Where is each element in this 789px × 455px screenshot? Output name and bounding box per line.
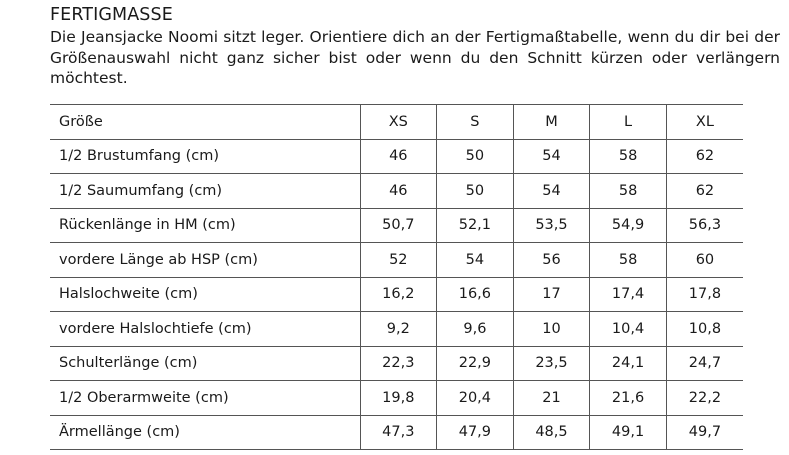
table-cell: 49,7 — [665, 415, 743, 450]
table-cell: 24,7 — [665, 346, 743, 381]
table-cell: 21 — [512, 380, 590, 416]
table-cell: 16,6 — [436, 277, 514, 312]
row-label: Halslochweite (cm) — [50, 277, 360, 312]
table-cell: 50,7 — [359, 208, 437, 243]
table-row: vordere Halslochtiefe (cm) 9,2 9,6 10 10,4 10… — [50, 311, 743, 347]
table-body: 1/2 Brustumfang (cm) 46 50 54 58 62 1/2 Saumum… — [50, 139, 743, 450]
table-row: 1/2 Oberarmweite (cm) 19,8 20,4 21 21,6 22,2 — [50, 380, 743, 416]
row-label: 1/2 Saumumfang (cm) — [50, 173, 360, 209]
size-header-m: M — [512, 104, 590, 140]
table-cell: 22,9 — [436, 346, 514, 381]
size-table: Größe XS S M L XL 1/2 Brustumfang (cm) 46… — [50, 104, 743, 450]
table-row: Rückenlänge in HM (cm) 50,7 52,1 53,5 54,9 56… — [50, 208, 743, 243]
table-cell: 17,4 — [589, 277, 667, 312]
table-cell: 52,1 — [436, 208, 514, 243]
table-cell: 62 — [665, 139, 743, 174]
table-cell: 9,2 — [359, 311, 437, 347]
table-row: Halslochweite (cm) 16,2 16,6 17 17,4 17,8 — [50, 277, 743, 312]
intro-text: Die Jeansjacke Noomi sitzt leger. Orient… — [50, 28, 780, 87]
table-cell: 20,4 — [436, 380, 514, 416]
table-cell: 56,3 — [665, 208, 743, 243]
table-cell: 58 — [589, 139, 667, 174]
size-header-xl: XL — [665, 104, 743, 140]
table-row: 1/2 Brustumfang (cm) 46 50 54 58 62 — [50, 139, 743, 174]
row-label: vordere Länge ab HSP (cm) — [50, 242, 360, 278]
table-cell: 50 — [436, 173, 514, 209]
table-cell: 23,5 — [512, 346, 590, 381]
table-cell: 48,5 — [512, 415, 590, 450]
table-row: vordere Länge ab HSP (cm) 52 54 56 58 60 — [50, 242, 743, 278]
table-cell: 60 — [665, 242, 743, 278]
table-cell: 54 — [512, 139, 590, 174]
row-label: Ärmellänge (cm) — [50, 415, 360, 450]
table-cell: 47,3 — [359, 415, 437, 450]
table-cell: 50 — [436, 139, 514, 174]
row-label: Rückenlänge in HM (cm) — [50, 208, 360, 243]
size-header-label: Größe — [50, 104, 360, 140]
table-cell: 10,4 — [589, 311, 667, 347]
table-cell: 22,3 — [359, 346, 437, 381]
table-cell: 54 — [436, 242, 514, 278]
table-row: Schulterlänge (cm) 22,3 22,9 23,5 24,1 24,7 — [50, 346, 743, 381]
table-cell: 58 — [589, 242, 667, 278]
row-label: vordere Halslochtiefe (cm) — [50, 311, 360, 347]
table-cell: 10,8 — [665, 311, 743, 347]
table-cell: 62 — [665, 173, 743, 209]
section-title: FERTIGMASSE — [50, 5, 173, 25]
table-cell: 17,8 — [665, 277, 743, 312]
table-cell: 16,2 — [359, 277, 437, 312]
size-header-l: L — [589, 104, 667, 140]
table-cell: 47,9 — [436, 415, 514, 450]
table-row: Ärmellänge (cm) 47,3 47,9 48,5 49,1 49,7 — [50, 415, 743, 450]
row-label: 1/2 Brustumfang (cm) — [50, 139, 360, 174]
row-label: Schulterlänge (cm) — [50, 346, 360, 381]
table-header-row: Größe XS S M L XL — [50, 104, 743, 140]
table-cell: 56 — [512, 242, 590, 278]
row-label: 1/2 Oberarmweite (cm) — [50, 380, 360, 416]
table-cell: 24,1 — [589, 346, 667, 381]
table-cell: 19,8 — [359, 380, 437, 416]
table-row: 1/2 Saumumfang (cm) 46 50 54 58 62 — [50, 173, 743, 209]
table-cell: 49,1 — [589, 415, 667, 450]
table-cell: 54 — [512, 173, 590, 209]
table-cell: 58 — [589, 173, 667, 209]
size-header-xs: XS — [359, 104, 437, 140]
table-cell: 52 — [359, 242, 437, 278]
table-cell: 46 — [359, 173, 437, 209]
table-cell: 53,5 — [512, 208, 590, 243]
table-cell: 54,9 — [589, 208, 667, 243]
table-cell: 9,6 — [436, 311, 514, 347]
table-cell: 46 — [359, 139, 437, 174]
table-cell: 21,6 — [589, 380, 667, 416]
table-cell: 17 — [512, 277, 590, 312]
table-cell: 22,2 — [665, 380, 743, 416]
table-cell: 10 — [512, 311, 590, 347]
size-header-s: S — [436, 104, 514, 140]
